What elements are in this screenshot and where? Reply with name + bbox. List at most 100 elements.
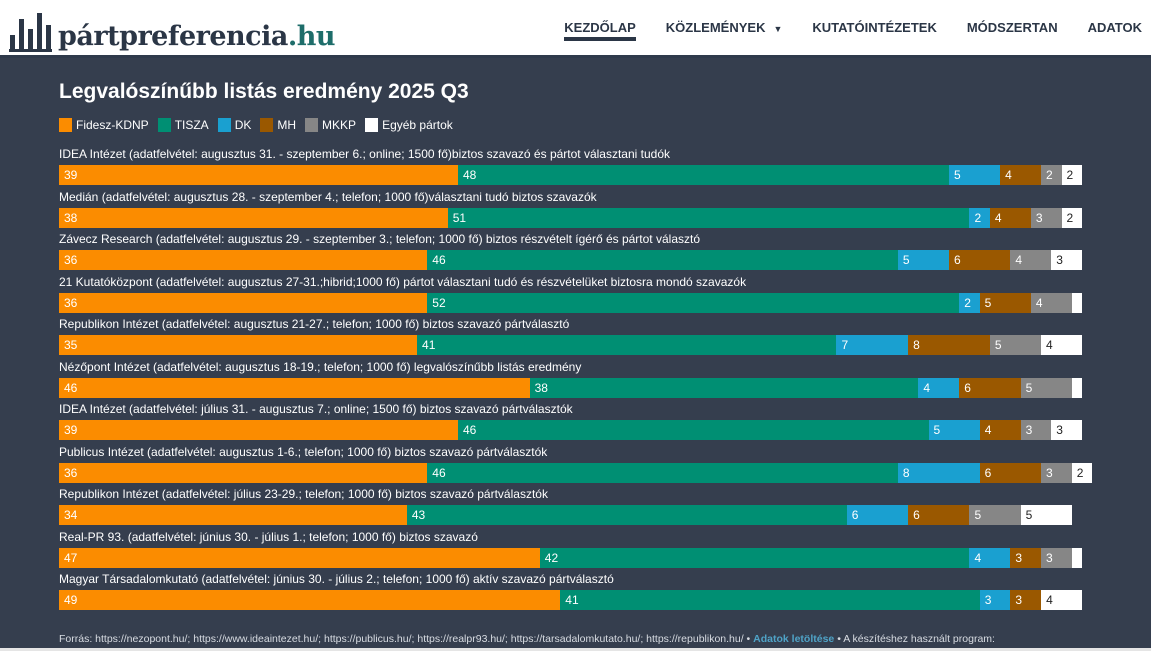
bar-segment-dk[interactable]: 2: [959, 292, 980, 313]
bar-segment-fidesz-kdnp[interactable]: 34: [59, 505, 407, 525]
bar-segment-dk[interactable]: 5: [949, 165, 1001, 185]
bar-segment-dk[interactable]: 7: [836, 335, 909, 355]
legend-item[interactable]: MKKP: [305, 118, 356, 132]
bar-segment-dk[interactable]: 5: [928, 420, 980, 440]
legend-swatch: [365, 118, 379, 132]
legend-label: Fidesz-KDNP: [76, 118, 149, 132]
bar-segment-mh[interactable]: 6: [908, 505, 970, 525]
bar-segment-mh[interactable]: 6: [979, 462, 1042, 483]
bar-segment-fidesz-kdnp[interactable]: 36: [59, 292, 428, 313]
bottom-divider: [0, 648, 1151, 651]
legend-item[interactable]: Fidesz-KDNP: [59, 118, 149, 132]
legend-swatch: [305, 118, 319, 132]
bar-segment-egy-b-p-rtok[interactable]: 5: [1020, 505, 1072, 525]
legend-item[interactable]: Egyéb pártok: [365, 118, 453, 132]
bar-segment-mh[interactable]: 6: [959, 377, 1021, 398]
nav-modszertan[interactable]: MÓDSZERTAN: [966, 20, 1058, 35]
legend-label: DK: [234, 118, 252, 132]
bar-segment-tisza[interactable]: 43: [406, 505, 847, 525]
bar-segment-egy-b-p-rtok[interactable]: 4: [1041, 590, 1082, 610]
poll-label: 21 Kutatóközpont (adatfelvétel: augusztu…: [59, 274, 747, 289]
poll-row: Závecz Research (adatfelvétel: augusztus…: [59, 232, 1082, 275]
bar-segment-mkkp[interactable]: 5: [1020, 377, 1072, 398]
bar-segment-mh[interactable]: 8: [908, 335, 990, 355]
bar-segment-mh[interactable]: 5: [979, 292, 1031, 313]
bar-segment-egy-b-p-rtok[interactable]: 3: [1051, 420, 1082, 440]
stacked-bar: 36 52 2 5 4: [59, 292, 1082, 313]
bar-segment-tisza[interactable]: 38: [529, 377, 919, 398]
bar-segment-egy-b-p-rtok[interactable]: 2: [1071, 462, 1093, 483]
nav-kutatointezetek[interactable]: KUTATÓINTÉZETEK: [812, 20, 937, 35]
legend-item[interactable]: DK: [217, 118, 252, 132]
download-data-link[interactable]: Adatok letöltése: [753, 633, 835, 645]
bar-segment-fidesz-kdnp[interactable]: 46: [59, 377, 530, 398]
bar-segment-mkkp[interactable]: 2: [1041, 165, 1062, 185]
bar-segment-dk[interactable]: 2: [969, 207, 990, 228]
bar-segment-mh[interactable]: 3: [1010, 590, 1042, 610]
bar-segment-mkkp[interactable]: 3: [1041, 462, 1072, 483]
bar-segment-tisza[interactable]: 46: [427, 462, 898, 483]
bar-segment-dk[interactable]: 4: [969, 547, 1011, 568]
bar-segment-tisza[interactable]: 41: [560, 590, 980, 610]
stacked-bar: 46 38 4 6 5: [59, 377, 1082, 398]
bar-segment-egy-b-p-rtok[interactable]: 2: [1061, 207, 1082, 228]
poll-label: IDEA Intézet (adatfelvétel: július 31. -…: [59, 402, 573, 416]
poll-row: IDEA Intézet (adatfelvétel: augusztus 31…: [59, 147, 1082, 190]
bar-segment-tisza[interactable]: 41: [417, 335, 837, 355]
site-logo[interactable]: pártpreferencia.hu: [9, 10, 336, 52]
poll-row: Publicus Intézet (adatfelvétel: augusztu…: [59, 444, 1093, 488]
bar-segment-fidesz-kdnp[interactable]: 47: [59, 547, 540, 568]
bar-segment-tisza[interactable]: 48: [457, 165, 949, 185]
bar-segment-mh[interactable]: 4: [979, 420, 1021, 440]
nav-kozlemenyek[interactable]: KÖZLEMÉNYEK ▼: [666, 20, 783, 35]
bar-segment-mh[interactable]: 4: [1000, 165, 1042, 185]
bar-segment-mh[interactable]: 3: [1010, 547, 1042, 568]
bar-segment-mh[interactable]: 6: [948, 250, 1011, 270]
bar-segment-egy-b-p-rtok[interactable]: [1071, 547, 1082, 568]
poll-row: Nézőpont Intézet (adatfelvétel: augusztu…: [59, 359, 1082, 403]
footer: Forrás: https://nezopont.hu/; https://ww…: [59, 633, 995, 645]
bar-segment-fidesz-kdnp[interactable]: 39: [59, 165, 458, 185]
bar-segment-dk[interactable]: 6: [846, 505, 909, 525]
stacked-bar: 35 41 7 8 5 4: [59, 335, 1082, 355]
legend-item[interactable]: TISZA: [157, 118, 209, 132]
bar-segment-egy-b-p-rtok[interactable]: 4: [1041, 335, 1082, 355]
bar-segment-tisza[interactable]: 42: [539, 547, 970, 568]
bar-segment-mh[interactable]: 4: [989, 207, 1031, 228]
bar-segment-mkkp[interactable]: 5: [969, 505, 1021, 525]
bar-segment-dk[interactable]: 4: [918, 377, 960, 398]
bar-segment-mkkp[interactable]: 3: [1020, 420, 1052, 440]
bar-segment-mkkp[interactable]: 5: [989, 335, 1042, 355]
poll-row: Medián (adatfelvétel: augusztus 28. - sz…: [59, 190, 1082, 233]
bar-segment-tisza[interactable]: 52: [427, 292, 960, 313]
poll-row: IDEA Intézet (adatfelvétel: július 31. -…: [59, 402, 1082, 445]
bar-segment-egy-b-p-rtok[interactable]: [1071, 377, 1082, 398]
bar-segment-fidesz-kdnp[interactable]: 36: [59, 462, 428, 483]
bar-segment-tisza[interactable]: 46: [457, 420, 929, 440]
bar-segment-dk[interactable]: 8: [897, 462, 980, 483]
bar-segment-fidesz-kdnp[interactable]: 39: [59, 420, 458, 440]
bar-segment-egy-b-p-rtok[interactable]: 3: [1051, 250, 1082, 270]
bar-segment-dk[interactable]: 3: [979, 590, 1011, 610]
bar-segment-egy-b-p-rtok[interactable]: [1071, 292, 1082, 313]
nav-adatok[interactable]: ADATOK: [1087, 20, 1142, 35]
logo-bars-icon: [9, 12, 52, 52]
bar-segment-dk[interactable]: 5: [897, 250, 949, 270]
bar-segment-egy-b-p-rtok[interactable]: 2: [1061, 165, 1082, 185]
bar-segment-mkkp[interactable]: 4: [1030, 292, 1072, 313]
legend-item[interactable]: MH: [260, 118, 296, 132]
poll-label: Republikon Intézet (adatfelvétel: augusz…: [59, 317, 570, 331]
bar-segment-fidesz-kdnp[interactable]: 36: [59, 250, 428, 270]
bar-segment-fidesz-kdnp[interactable]: 49: [59, 590, 561, 610]
bar-segment-mkkp[interactable]: 4: [1010, 250, 1052, 270]
poll-label: Nézőpont Intézet (adatfelvétel: augusztu…: [59, 359, 582, 374]
poll-label: Publicus Intézet (adatfelvétel: augusztu…: [59, 444, 548, 459]
bar-segment-fidesz-kdnp[interactable]: 35: [59, 335, 418, 355]
nav-kezdolap[interactable]: KEZDŐLAP: [564, 20, 636, 41]
poll-row: Republikon Intézet (adatfelvétel: július…: [59, 487, 1072, 530]
bar-segment-mkkp[interactable]: 3: [1041, 547, 1072, 568]
bar-segment-mkkp[interactable]: 3: [1030, 207, 1062, 228]
bar-segment-fidesz-kdnp[interactable]: 38: [59, 207, 448, 228]
bar-segment-tisza[interactable]: 51: [447, 207, 970, 228]
bar-segment-tisza[interactable]: 46: [427, 250, 898, 270]
